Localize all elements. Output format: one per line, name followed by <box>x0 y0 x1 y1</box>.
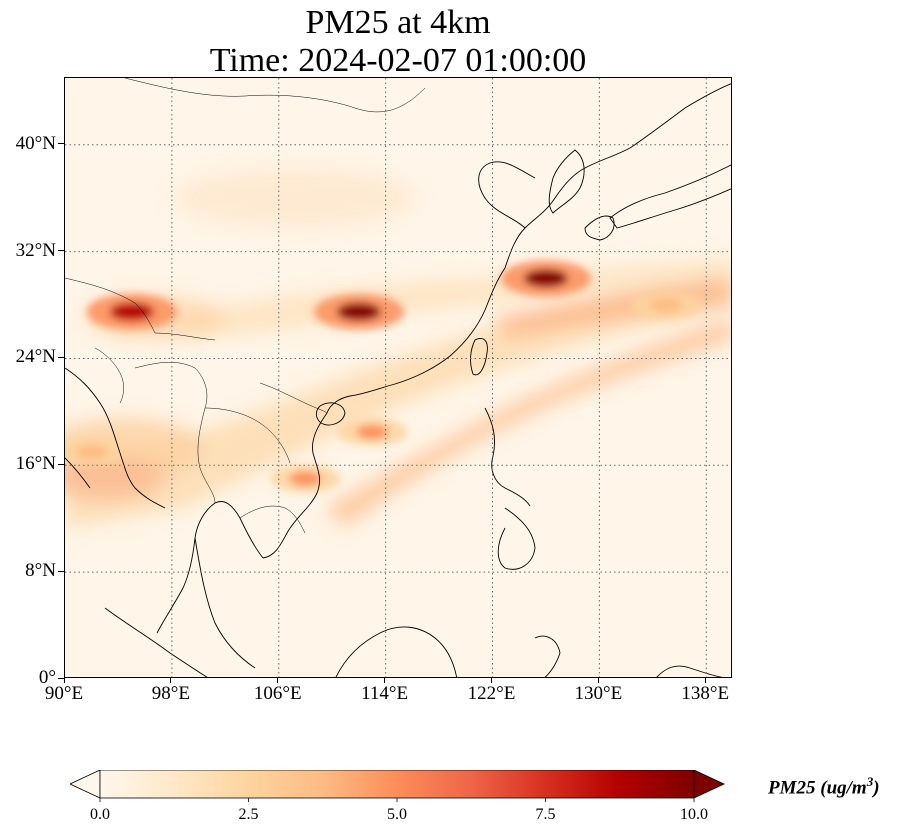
lon-tick-label: 130°E <box>574 683 623 704</box>
colorbar-body <box>99 770 695 799</box>
lat-tick-label: 8°N <box>25 560 56 582</box>
lat-tick <box>58 143 64 145</box>
lat-tick-label: 24°N <box>15 346 56 368</box>
lon-tick <box>277 678 279 683</box>
hotspot-core <box>336 302 381 321</box>
pm25-hotspots <box>65 260 702 493</box>
lat-tick-label: 40°N <box>15 132 56 154</box>
lon-tick <box>384 678 386 683</box>
hainan <box>315 402 346 426</box>
border-himalaya <box>65 277 216 341</box>
colorbar-tick-label: 10.0 <box>680 806 708 823</box>
plume-west-2 <box>65 456 165 500</box>
borneo <box>335 626 458 677</box>
colorbar-label-sup: 3 <box>866 774 874 789</box>
border-mongolia <box>124 78 426 113</box>
new-guinea <box>656 665 723 677</box>
border-vietnam <box>259 382 328 414</box>
plume-sea-band <box>325 318 731 528</box>
lon-tick-label: 122°E <box>467 683 516 704</box>
lon-tick <box>704 678 706 683</box>
japan-kyushu <box>584 215 615 241</box>
colorbar-label-text: PM25 (ug/m <box>768 777 867 799</box>
lon-tick <box>63 678 65 683</box>
border-cambodia <box>239 505 306 534</box>
sulawesi <box>534 635 561 677</box>
lon-tick <box>491 678 493 683</box>
lat-tick <box>58 356 64 358</box>
colorbar-extend-min <box>70 770 101 799</box>
lat-tick <box>58 677 64 679</box>
malay-peninsula <box>194 537 256 669</box>
colorbar-tick-label: 0.0 <box>90 806 110 823</box>
colorbar-extend-max <box>693 770 725 799</box>
colorbar-tick-label: 2.5 <box>238 806 259 823</box>
colorbar-label: PM25 (ug/m3) <box>768 774 880 799</box>
lon-tick-label: 114°E <box>361 683 409 704</box>
border-myanmar-china <box>134 362 208 409</box>
taiwan <box>470 338 488 376</box>
lat-tick-label: 16°N <box>15 453 56 475</box>
colorbar-ticks <box>99 798 695 802</box>
gridlines <box>65 78 731 677</box>
lon-tick-label: 90°E <box>44 683 84 704</box>
thai-gulf <box>156 501 264 634</box>
title-line-1: PM25 at 4km <box>305 4 491 41</box>
pm25-field <box>65 168 731 528</box>
shandong <box>478 161 536 229</box>
map-canvas <box>65 78 731 677</box>
lon-tick <box>597 678 599 683</box>
plume-north-faint <box>175 168 415 228</box>
korea <box>548 149 585 214</box>
lon-tick-label: 138°E <box>681 683 730 704</box>
colorbar <box>70 770 725 802</box>
hotspot-core <box>75 444 108 459</box>
hotspot-core <box>109 302 154 321</box>
hotspot-core <box>289 471 322 486</box>
lat-tick-label: 0° <box>38 667 56 688</box>
sumatra <box>104 607 208 677</box>
country-borders <box>65 78 426 534</box>
colorbar-tick-label: 5.0 <box>387 806 407 823</box>
hotspot-core <box>356 424 389 439</box>
colorbar-label-close: ) <box>873 777 880 799</box>
india-coast <box>65 457 91 489</box>
hotspot-core <box>650 298 683 313</box>
bohai-coast <box>504 83 731 269</box>
map-title: PM25 at 4km Time: 2024-02-07 01:00:00 <box>64 4 732 80</box>
philippines-visayas <box>504 487 531 507</box>
lat-tick <box>58 463 64 465</box>
lon-tick-label: 106°E <box>253 683 302 704</box>
lon-tick-label: 98°E <box>151 683 190 704</box>
philippines-mindanao <box>497 507 536 570</box>
lat-tick-label: 32°N <box>15 239 56 261</box>
bay-of-bengal <box>65 367 166 509</box>
japan-honshu <box>609 164 731 229</box>
hotspot-core <box>523 269 568 288</box>
map-panel <box>64 77 732 678</box>
border-laos <box>204 407 291 464</box>
lat-tick <box>58 250 64 252</box>
border-bangladesh <box>94 347 124 404</box>
title-line-2: Time: 2024-02-07 01:00:00 <box>209 42 587 79</box>
lon-tick <box>170 678 172 683</box>
lat-tick <box>58 570 64 572</box>
colorbar-tick-label: 7.5 <box>535 806 556 823</box>
china-coast <box>326 267 506 414</box>
border-thailand <box>197 407 216 504</box>
vietnam-coast <box>262 412 328 559</box>
